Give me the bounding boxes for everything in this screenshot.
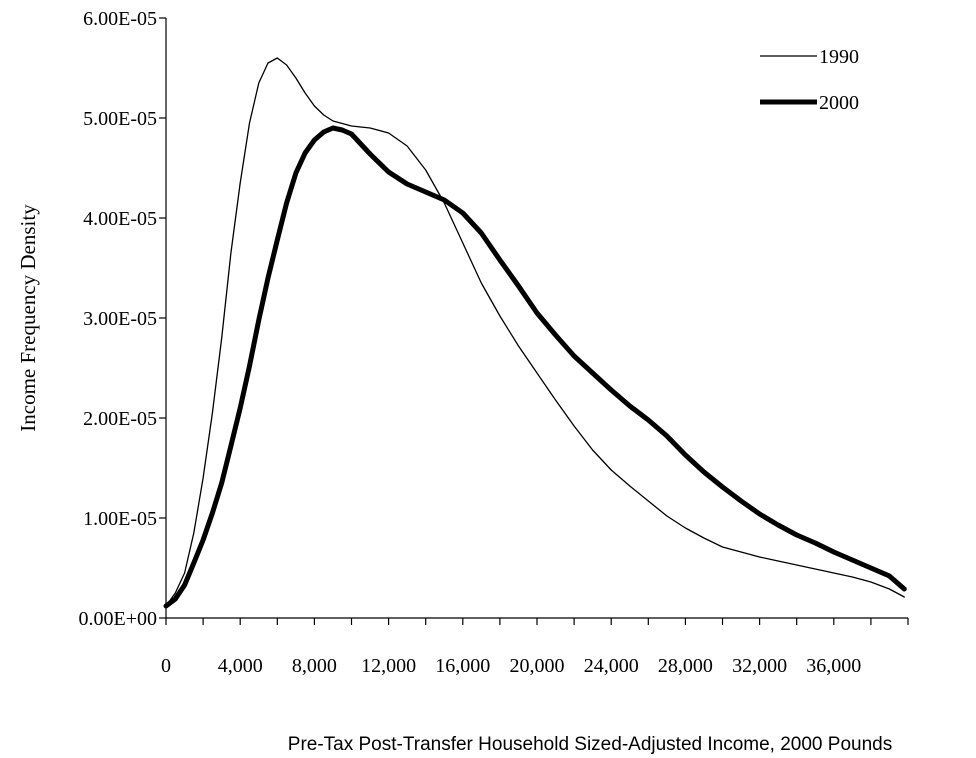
y-tick-label: 4.00E-05 bbox=[83, 208, 157, 230]
x-tick-label: 8,000 bbox=[292, 655, 337, 677]
y-tick-label: 0.00E+00 bbox=[79, 608, 158, 630]
y-tick-label: 5.00E-05 bbox=[83, 108, 157, 130]
y-axis-title: Income Frequency Density bbox=[16, 204, 40, 432]
x-tick-label: 4,000 bbox=[218, 655, 263, 677]
legend-label-2000: 2000 bbox=[819, 92, 859, 114]
x-axis-title: Pre-Tax Post-Transfer Household Sized-Ad… bbox=[288, 734, 892, 755]
series-line-1990 bbox=[165, 57, 905, 607]
y-tick-label: 3.00E-05 bbox=[83, 308, 157, 330]
x-tick-label: 12,000 bbox=[361, 655, 416, 677]
x-tick-label: 28,000 bbox=[658, 655, 713, 677]
x-tick-label: 16,000 bbox=[435, 655, 490, 677]
x-tick-label: 20,000 bbox=[510, 655, 565, 677]
y-tick-label: 6.00E-05 bbox=[83, 8, 157, 30]
x-axis: 0 4,000 8,000 12,000 16,000 20,000 24,000 28,00… bbox=[161, 617, 909, 677]
x-tick-label: 24,000 bbox=[584, 655, 639, 677]
x-tick-label: 36,000 bbox=[806, 655, 861, 677]
series-layer bbox=[163, 57, 907, 609]
series-line-2000 bbox=[163, 125, 907, 609]
x-tick-label: 0 bbox=[161, 655, 171, 677]
y-tick-label: 1.00E-05 bbox=[83, 508, 157, 530]
legend-label-1990: 1990 bbox=[819, 46, 859, 68]
y-tick-label: 2.00E-05 bbox=[83, 408, 157, 430]
y-axis: 0.00E+00 1.00E-05 2.00E-05 3.00E-05 4.00E-05… bbox=[79, 8, 167, 630]
legend: 1990 2000 bbox=[760, 46, 859, 114]
x-tick-label: 32,000 bbox=[732, 655, 787, 677]
